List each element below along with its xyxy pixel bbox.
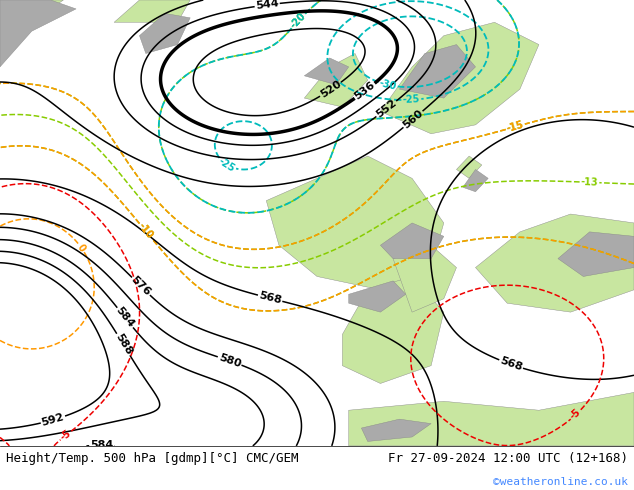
Polygon shape <box>463 170 488 192</box>
Polygon shape <box>114 0 190 22</box>
Text: -5: -5 <box>58 428 73 443</box>
Polygon shape <box>393 245 456 312</box>
Text: 592: 592 <box>41 412 65 428</box>
Text: 544: 544 <box>255 0 280 11</box>
Text: -20: -20 <box>288 11 308 31</box>
Text: 568: 568 <box>498 356 524 373</box>
Polygon shape <box>380 22 539 134</box>
Polygon shape <box>304 58 349 85</box>
Polygon shape <box>0 0 76 67</box>
Polygon shape <box>266 156 444 290</box>
Text: 520: 520 <box>318 79 343 100</box>
Text: 580: 580 <box>217 352 242 369</box>
Text: -25: -25 <box>217 156 237 173</box>
Text: -15: -15 <box>505 120 525 134</box>
Polygon shape <box>349 392 634 446</box>
Text: -10: -10 <box>136 221 155 241</box>
Text: 576: 576 <box>129 274 153 298</box>
Text: 584: 584 <box>90 441 113 450</box>
Text: -10: -10 <box>136 221 155 241</box>
Text: 584: 584 <box>114 305 136 330</box>
Polygon shape <box>476 214 634 312</box>
Polygon shape <box>380 223 444 259</box>
Text: Fr 27-09-2024 12:00 UTC (12+168): Fr 27-09-2024 12:00 UTC (12+168) <box>387 452 628 465</box>
Text: -15: -15 <box>505 120 525 134</box>
Text: 568: 568 <box>257 291 283 306</box>
Polygon shape <box>558 232 634 276</box>
Polygon shape <box>342 276 444 384</box>
Text: 588: 588 <box>113 332 134 357</box>
Polygon shape <box>456 156 482 178</box>
Text: Height/Temp. 500 hPa [gdmp][°C] CMC/GEM: Height/Temp. 500 hPa [gdmp][°C] CMC/GEM <box>6 452 299 465</box>
Text: -25: -25 <box>403 95 420 105</box>
Text: -13: -13 <box>581 177 598 188</box>
Polygon shape <box>0 0 63 45</box>
Text: -5: -5 <box>569 407 583 422</box>
Text: 552: 552 <box>374 98 399 120</box>
Polygon shape <box>361 419 431 441</box>
Text: 536: 536 <box>353 80 377 102</box>
Polygon shape <box>139 13 190 53</box>
Text: -30: -30 <box>378 78 398 92</box>
Polygon shape <box>399 45 476 98</box>
Text: ©weatheronline.co.uk: ©weatheronline.co.uk <box>493 477 628 487</box>
Text: 0: 0 <box>75 242 87 253</box>
Text: 560: 560 <box>401 108 425 131</box>
Polygon shape <box>304 53 368 107</box>
Text: -20: -20 <box>288 11 308 31</box>
Polygon shape <box>349 281 406 312</box>
